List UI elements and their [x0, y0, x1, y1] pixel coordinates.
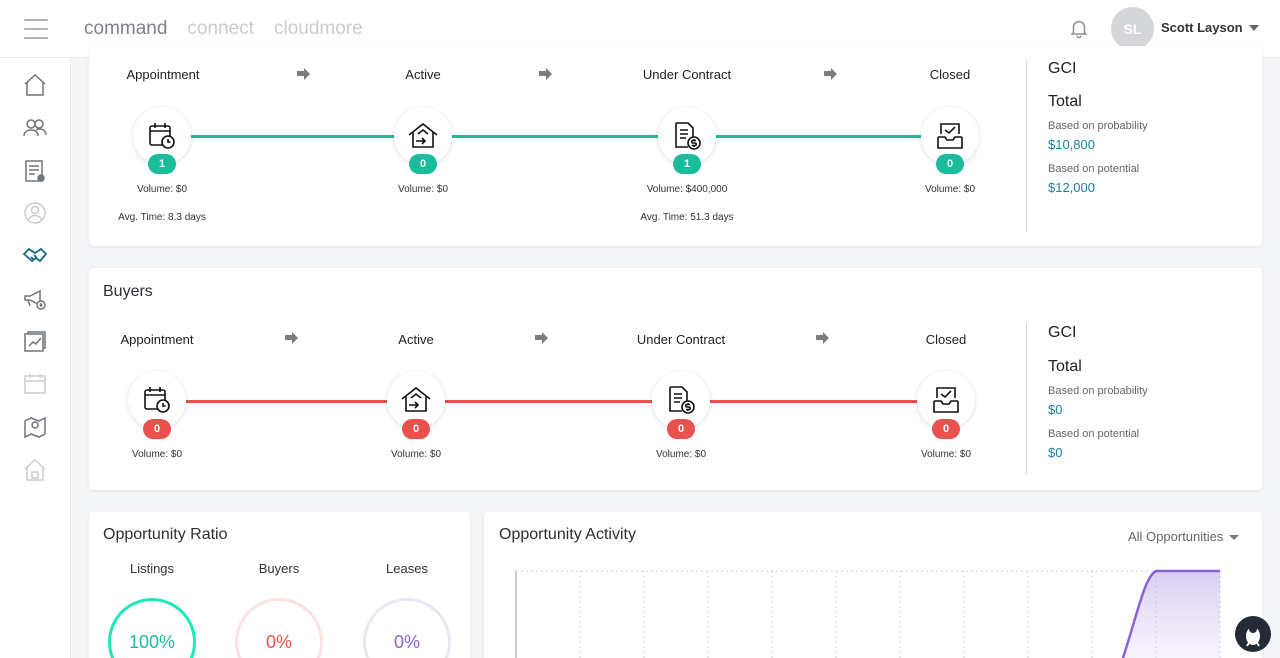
gci-title: GCI	[1048, 60, 1077, 77]
pipeline-line	[452, 135, 658, 138]
pipeline-line	[191, 135, 395, 138]
sidebar	[0, 58, 71, 658]
gci-potential-label: Based on potential	[1048, 163, 1140, 175]
tab-command[interactable]: command	[84, 18, 168, 39]
tab-cloudmore[interactable]: cloudmore	[273, 18, 363, 39]
divider	[1026, 323, 1027, 475]
pipeline-line	[710, 400, 917, 403]
gci-probability-value: $0	[1048, 402, 1063, 417]
listings-report-icon[interactable]	[22, 158, 48, 184]
user-menu-caret-icon[interactable]	[1249, 25, 1259, 31]
opportunity-ratio-card: Opportunity Ratio Listings Buyers Leases…	[89, 512, 470, 658]
gci-total-label: Total	[1048, 358, 1082, 375]
stage-label-closed: Closed	[925, 332, 967, 347]
map-pin-icon[interactable]	[22, 414, 48, 440]
hamburger-menu-icon[interactable]	[24, 19, 48, 39]
volume-text: Volume: $0	[924, 184, 976, 195]
contract-dollar-icon	[675, 122, 701, 150]
count-badge: 0	[402, 419, 430, 439]
activity-line	[1121, 569, 1220, 658]
marketing-megaphone-icon[interactable]	[22, 286, 48, 312]
stage-label-under-contract: Under Contract	[642, 67, 732, 82]
inbox-check-icon	[937, 123, 963, 149]
opportunity-filter-dropdown[interactable]: All Opportunities	[1128, 529, 1240, 544]
pipeline-line	[716, 135, 921, 138]
property-icon[interactable]	[22, 457, 48, 483]
volume-text: Volume: $0	[136, 184, 188, 195]
deals-handshake-icon[interactable]	[22, 243, 48, 269]
avg-time-text: Avg. Time: 51.3 days	[640, 212, 734, 223]
gci-potential-value: $12,000	[1048, 180, 1095, 195]
count-badge: 0	[936, 154, 964, 174]
closed-stage-button[interactable]	[921, 107, 979, 165]
penguin-help-icon	[1246, 625, 1260, 647]
count-badge: 1	[148, 154, 176, 174]
pipeline-line	[445, 400, 653, 403]
count-badge: 0	[409, 154, 437, 174]
house-enter-icon	[408, 122, 438, 148]
activity-area	[1122, 571, 1220, 658]
count-badge: 0	[932, 419, 960, 439]
divider	[1026, 60, 1027, 232]
profile-icon[interactable]	[22, 200, 48, 226]
listings-ratio-gauge: 100%	[108, 598, 196, 658]
home-icon[interactable]	[22, 72, 48, 98]
volume-text: Volume: $0	[390, 449, 442, 460]
app-tabs: command connect cloudmore	[84, 18, 363, 40]
calendar-clock-icon	[144, 387, 170, 413]
volume-text: Volume: $0	[397, 184, 449, 195]
gci-potential-value: $0	[1048, 445, 1063, 460]
stage-label-active: Active	[405, 67, 441, 82]
buyers-title: Buyers	[103, 283, 153, 300]
contract-dollar-icon	[669, 386, 695, 414]
avg-time-text: Avg. Time: 8.3 days	[118, 212, 206, 223]
stage-label-appointment: Appointment	[120, 332, 194, 347]
opportunity-ratio-title: Opportunity Ratio	[103, 526, 228, 543]
gci-probability-value: $10,800	[1048, 137, 1095, 152]
reports-icon[interactable]	[22, 329, 48, 355]
inbox-check-icon	[933, 387, 959, 413]
volume-text: Volume: $0	[131, 449, 183, 460]
chevron-down-icon	[1229, 535, 1240, 541]
gci-title: GCI	[1048, 324, 1077, 341]
avatar[interactable]: SL	[1111, 7, 1154, 50]
stage-label-active: Active	[398, 332, 434, 347]
buyers-ratio-gauge: 0%	[235, 598, 323, 658]
calendar-icon[interactable]	[22, 371, 48, 397]
stage-label-under-contract: Under Contract	[636, 332, 726, 347]
volume-text: Volume: $0	[920, 449, 972, 460]
contacts-icon[interactable]	[22, 115, 48, 141]
ratio-label-listings: Listings	[129, 561, 175, 576]
calendar-clock-icon	[149, 123, 175, 149]
ratio-label-buyers: Buyers	[258, 561, 300, 576]
opportunity-activity-title: Opportunity Activity	[499, 526, 636, 543]
gci-probability-label: Based on probability	[1048, 120, 1148, 132]
leases-ratio-gauge: 0%	[363, 598, 451, 658]
buyers-pipeline-card: Buyers Appointment Active Under Contract…	[89, 268, 1262, 490]
pipeline-line	[186, 400, 387, 403]
stage-label-closed: Closed	[929, 67, 971, 82]
count-badge: 0	[143, 419, 171, 439]
activity-chart	[515, 569, 1222, 658]
stage-label-appointment: Appointment	[126, 67, 200, 82]
volume-text: Volume: $400,000	[646, 184, 728, 195]
notification-bell-icon[interactable]	[1068, 17, 1090, 39]
count-badge: 0	[667, 419, 695, 439]
help-chat-button[interactable]	[1235, 616, 1271, 652]
opportunity-filter-value: All Opportunities	[1128, 529, 1224, 544]
listings-pipeline-card: Appointment Active Under Contract Closed…	[89, 46, 1262, 246]
count-badge: 1	[673, 154, 701, 174]
volume-text: Volume: $0	[655, 449, 707, 460]
gci-probability-label: Based on probability	[1048, 385, 1148, 397]
tab-connect[interactable]: connect	[187, 18, 254, 39]
user-name[interactable]: Scott Layson	[1161, 20, 1243, 35]
opportunity-activity-card: Opportunity Activity All Opportunities	[484, 512, 1262, 658]
gci-potential-label: Based on potential	[1048, 428, 1140, 440]
house-enter-icon	[401, 386, 431, 412]
gci-total-label: Total	[1048, 93, 1082, 110]
ratio-label-leases: Leases	[386, 561, 428, 576]
